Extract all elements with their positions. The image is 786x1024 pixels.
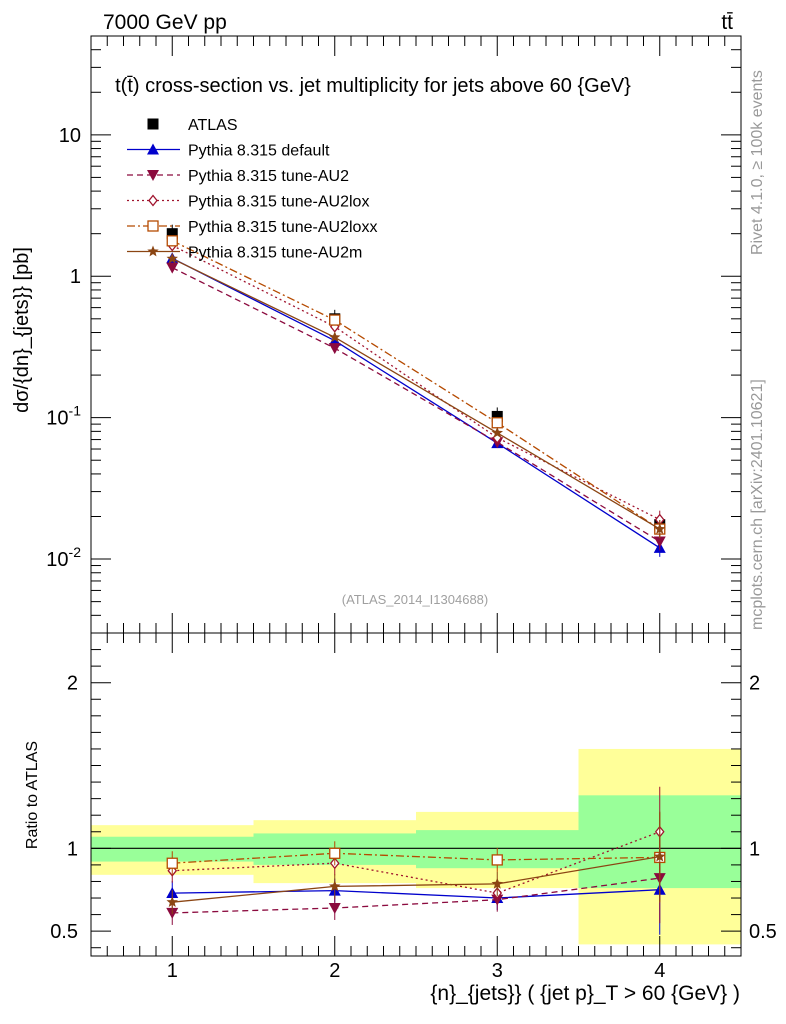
ratio-y-tick-label: 0.5 bbox=[50, 921, 78, 943]
data-point-atlas bbox=[166, 228, 178, 240]
legend-marker-pythia-8-315-tune-au2m bbox=[147, 245, 159, 257]
ratio-line-pythia-8-315-default bbox=[172, 889, 660, 899]
data-point-atlas bbox=[491, 410, 503, 422]
ratio-line-pythia-8-315-tune-au2loxx bbox=[172, 852, 660, 864]
ratio-point-pythia-8-315-tune-au2m bbox=[329, 880, 341, 892]
ratio-point-pythia-8-315-tune-au2loxx bbox=[491, 854, 503, 866]
legend-marker-pythia-8-315-tune-au2lox bbox=[148, 194, 158, 207]
data-point-pythia-8-315-tune-au2loxx bbox=[491, 417, 503, 429]
ratio-y-tick-label: 1 bbox=[67, 838, 78, 860]
x-axis-label: {n}_{jets}} ( {jet p}_T > 60 {GeV} ) bbox=[430, 982, 740, 1005]
data-point-pythia-8-315-tune-au2m bbox=[491, 426, 503, 438]
legend-label-pythia-8-315-tune-au2loxx: Pythia 8.315 tune-AU2loxx bbox=[188, 219, 377, 236]
y-tick-label: 10 bbox=[59, 125, 81, 147]
rivet-version-label: Rivet 4.1.0, ≥ 100k events bbox=[749, 70, 766, 255]
ratio-point-pythia-8-315-tune-au2m bbox=[491, 877, 503, 889]
legend-label-atlas: ATLAS bbox=[188, 117, 238, 134]
legend-marker-pythia-8-315-tune-au2loxx bbox=[147, 220, 159, 232]
data-point-pythia-8-315-tune-au2 bbox=[166, 262, 179, 274]
y-tick-label: 10-2 bbox=[46, 544, 81, 571]
ratio-point-pythia-8-315-tune-au2loxx bbox=[166, 857, 178, 869]
legend-label-pythia-8-315-tune-au2lox: Pythia 8.315 tune-AU2lox bbox=[188, 194, 369, 211]
ratio-y-axis-label: Ratio to ATLAS bbox=[24, 741, 41, 849]
data-point-pythia-8-315-tune-au2 bbox=[653, 536, 666, 548]
ratio-line-pythia-8-315-tune-au2lox bbox=[172, 831, 661, 894]
ratio-line-pythia-8-315-tune-au2 bbox=[172, 877, 660, 914]
data-point-pythia-8-315-tune-au2loxx bbox=[329, 314, 341, 326]
ratio-line-pythia-8-315-tune-au2m bbox=[172, 855, 660, 903]
analysis-watermark: (ATLAS_2014_I1304688) bbox=[342, 592, 488, 607]
legend-label-pythia-8-315-tune-au2m: Pythia 8.315 tune-AU2m bbox=[188, 245, 362, 262]
process-label: tt̄ bbox=[721, 11, 733, 34]
x-tick-label: 1 bbox=[167, 960, 178, 982]
y-tick-label: 10-1 bbox=[46, 403, 81, 430]
plot-title: t(t̄) cross-section vs. jet multiplicity… bbox=[115, 75, 631, 97]
ratio-point-pythia-8-315-tune-au2m bbox=[654, 850, 666, 862]
ratio-y-tick-label-right: 1 bbox=[749, 838, 760, 860]
legend: ATLAS Pythia 8.315 default Pythia 8.315 tu… bbox=[127, 117, 377, 262]
series-line-pythia-8-315-tune-au2m bbox=[172, 258, 661, 530]
ratio-panel: 0.5 0.5 1 1 2 2 1 2 3 4 Ratio to ATLAS {n}_{jets}… bbox=[24, 632, 777, 1005]
legend-marker-pythia-8-315-tune-au2 bbox=[147, 170, 159, 181]
series-line-pythia-8-315-default bbox=[172, 257, 661, 549]
data-point-pythia-8-315-tune-au2m bbox=[329, 331, 341, 343]
main-panel: 10 1 10-1 10-2 t(t̄) cross-section vs. jet … bbox=[11, 35, 742, 634]
x-tick-label: 3 bbox=[492, 960, 503, 982]
ratio-y-tick-label-right: 0.5 bbox=[749, 921, 777, 943]
legend-marker-pythia-8-315-default bbox=[147, 143, 159, 155]
series-line-pythia-8-315-tune-au2 bbox=[172, 267, 661, 543]
data-point-pythia-8-315-tune-au2m bbox=[654, 523, 666, 534]
legend-label-pythia-8-315-default: Pythia 8.315 default bbox=[188, 143, 330, 160]
data-point-pythia-8-315-default bbox=[328, 334, 341, 346]
data-point-pythia-8-315-tune-au2m bbox=[166, 252, 178, 264]
ratio-point-pythia-8-315-tune-au2m bbox=[166, 896, 178, 907]
y-tick-label: 1 bbox=[70, 266, 81, 288]
ratio-point-pythia-8-315-tune-au2loxx bbox=[329, 847, 341, 859]
energy-label: 7000 GeV pp bbox=[103, 11, 227, 34]
series-line-pythia-8-315-tune-au2loxx bbox=[172, 240, 661, 530]
data-point-pythia-8-315-tune-au2loxx bbox=[166, 235, 178, 247]
legend-marker-atlas bbox=[147, 118, 159, 130]
mcplots-label: mcplots.cern.ch [arXiv:2401.10621] bbox=[749, 379, 766, 630]
main-y-axis-label: dσ/{dn}_{jets}} [pb] bbox=[11, 247, 33, 413]
x-tick-label: 4 bbox=[654, 960, 665, 982]
data-point-pythia-8-315-tune-au2 bbox=[328, 343, 341, 355]
series-line-pythia-8-315-tune-au2lox bbox=[172, 244, 661, 521]
x-tick-label: 2 bbox=[329, 960, 340, 982]
ratio-y-tick-label-right: 2 bbox=[749, 673, 760, 695]
legend-label-pythia-8-315-tune-au2: Pythia 8.315 tune-AU2 bbox=[188, 168, 349, 185]
ratio-point-pythia-8-315-tune-au2 bbox=[328, 902, 341, 914]
ratio-y-tick-label: 2 bbox=[67, 673, 78, 695]
